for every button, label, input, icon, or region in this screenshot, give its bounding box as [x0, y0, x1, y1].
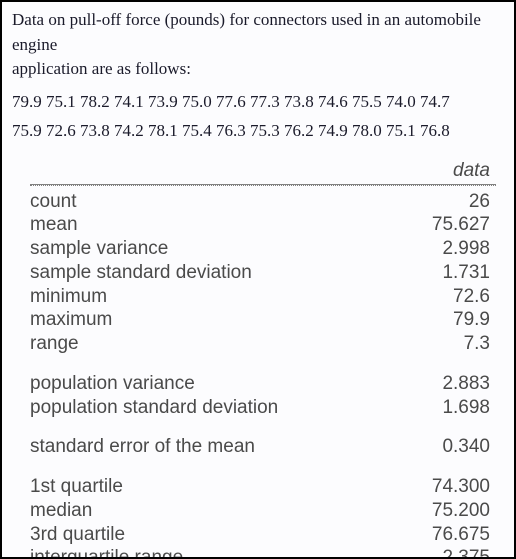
stat-value: 26 [380, 190, 496, 214]
stat-label: standard error of the mean [30, 435, 380, 459]
raw-data-row-1: 79.9 75.1 78.2 74.1 73.9 75.0 77.6 77.3 … [12, 88, 504, 117]
stat-label: mean [30, 213, 380, 237]
prompt-text: Data on pull-off force (pounds) for conn… [2, 2, 514, 86]
table-row: sample variance 2.998 [30, 237, 496, 261]
stat-label: interquartile range [30, 546, 380, 559]
spacer [30, 459, 496, 475]
stat-label: count [30, 190, 380, 214]
table-row: maximum 79.9 [30, 308, 496, 332]
raw-data-row-2: 75.9 72.6 73.8 74.2 78.1 75.4 76.3 75.3 … [12, 117, 504, 146]
stat-value: 76.675 [380, 523, 496, 547]
stat-label: 3rd quartile [30, 523, 380, 547]
table-row: population variance 2.883 [30, 372, 496, 396]
dotted-divider [30, 175, 496, 186]
stat-label: minimum [30, 285, 380, 309]
stat-value: 74.300 [380, 475, 496, 499]
stat-label: population variance [30, 372, 380, 396]
stat-value: 75.200 [380, 499, 496, 523]
table-row: interquartile range 2.375 [30, 546, 496, 559]
table-row: standard error of the mean 0.340 [30, 435, 496, 459]
stats-table: data count 26 mean 75.627 sample varianc… [30, 160, 496, 559]
table-row: count 26 [30, 190, 496, 214]
table-row: range 7.3 [30, 332, 496, 356]
stat-label: sample variance [30, 237, 380, 261]
stat-label: 1st quartile [30, 475, 380, 499]
stat-value: 1.731 [380, 261, 496, 285]
table-row: population standard deviation 1.698 [30, 396, 496, 420]
stat-value: 7.3 [380, 332, 496, 356]
table-row: 3rd quartile 76.675 [30, 523, 496, 547]
stat-value: 2.883 [380, 372, 496, 396]
stat-label: sample standard deviation [30, 261, 380, 285]
stat-value: 79.9 [380, 308, 496, 332]
stat-label: population standard deviation [30, 396, 380, 420]
stat-value: 1.698 [380, 396, 496, 420]
stat-value: 72.6 [380, 285, 496, 309]
table-row: median 75.200 [30, 499, 496, 523]
stat-label: maximum [30, 308, 380, 332]
prompt-line-2: application are as follows: [12, 59, 191, 78]
spacer [30, 419, 496, 435]
prompt-line-1: Data on pull-off force (pounds) for conn… [12, 10, 481, 54]
table-row: 1st quartile 74.300 [30, 475, 496, 499]
stat-value: 0.340 [380, 435, 496, 459]
raw-data-block: 79.9 75.1 78.2 74.1 73.9 75.0 77.6 77.3 … [2, 86, 514, 154]
table-row: mean 75.627 [30, 213, 496, 237]
document-frame: Data on pull-off force (pounds) for conn… [0, 0, 516, 559]
stat-label: median [30, 499, 380, 523]
stats-header: data [453, 160, 496, 182]
stat-value: 2.375 [380, 546, 496, 559]
stat-value: 2.998 [380, 237, 496, 261]
stat-value: 75.627 [380, 213, 496, 237]
spacer [30, 356, 496, 372]
stat-label: range [30, 332, 380, 356]
table-row: minimum 72.6 [30, 285, 496, 309]
table-row: sample standard deviation 1.731 [30, 261, 496, 285]
